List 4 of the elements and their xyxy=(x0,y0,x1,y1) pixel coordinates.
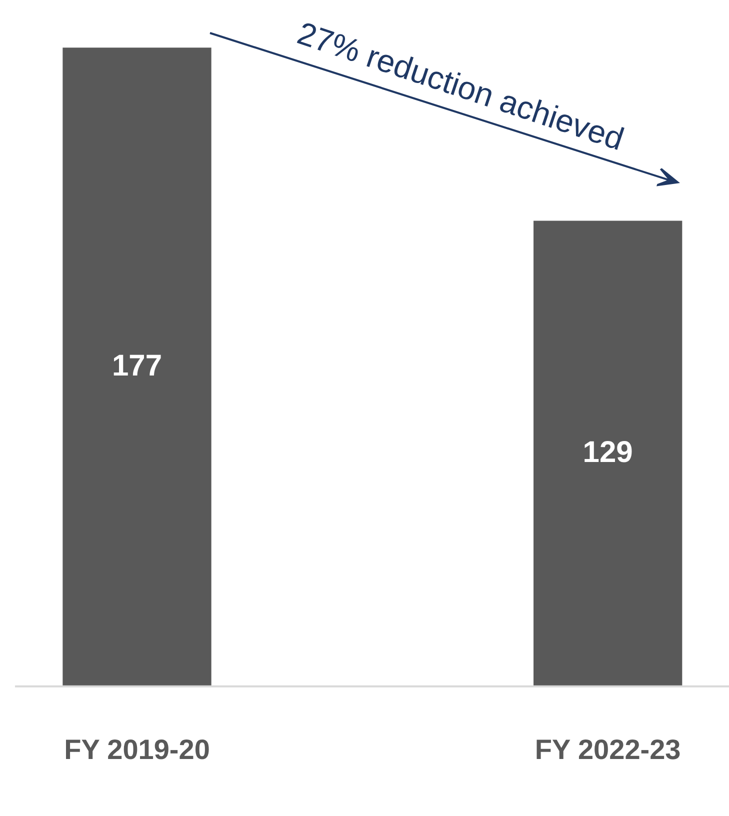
data-label: 129 xyxy=(582,436,633,470)
x-tick-label: FY 2022-23 xyxy=(534,734,681,765)
x-tick-label: FY 2019-20 xyxy=(64,734,210,765)
data-label: 177 xyxy=(112,349,162,382)
